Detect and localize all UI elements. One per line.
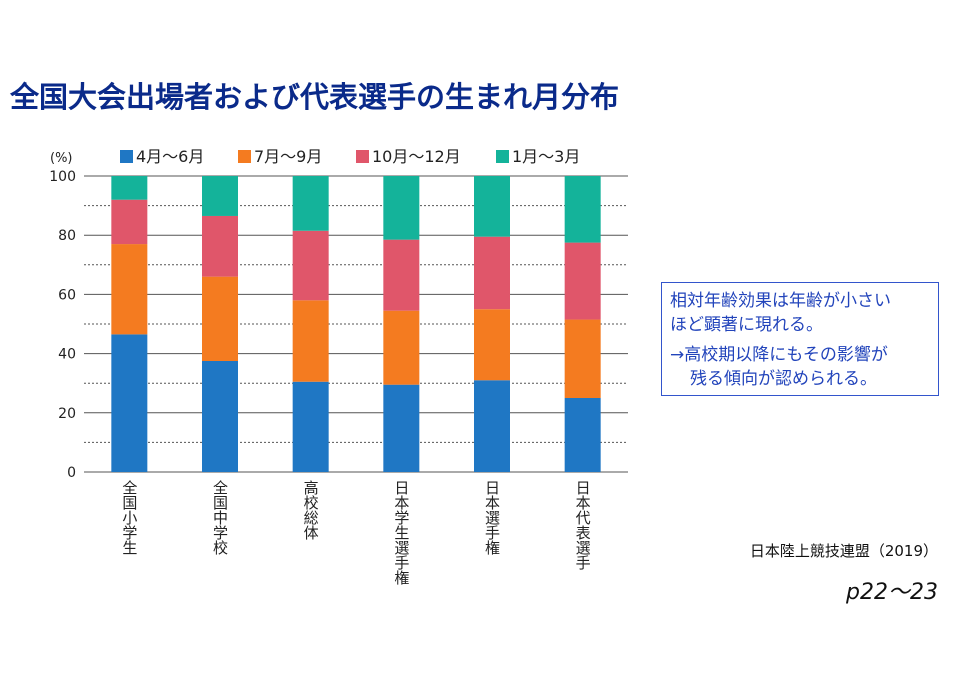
x-category-label: 日本選手権	[483, 480, 501, 555]
legend-swatch	[496, 150, 509, 163]
page-title: 全国大会出場者および代表選手の生まれ月分布	[10, 80, 620, 114]
bar-segment	[383, 384, 420, 472]
y-unit-label: (%)	[50, 151, 73, 166]
bar-segment	[564, 176, 601, 243]
page-reference: p22～23	[846, 580, 938, 605]
stacked-bar-chart: 0 20 40 60 80 100 (%) 4月～6月 7月～9月 10月～12月 1月～3月全国小…	[49, 147, 628, 585]
bar-segment	[111, 334, 148, 472]
legend-swatch	[356, 150, 369, 163]
x-category-label: 全国中学校	[211, 479, 229, 555]
note-line: 残る傾向が認められる。	[690, 369, 877, 389]
legend-label: 1月～3月	[512, 147, 580, 166]
bar-segment	[383, 310, 420, 385]
x-category-label: 高校総体	[302, 480, 320, 540]
y-tick-label: 20	[58, 406, 76, 422]
bar-segment	[202, 215, 238, 277]
bar-segment	[564, 242, 601, 320]
x-category-label: 全国小学生	[120, 479, 138, 555]
legend-label: 7月～9月	[254, 147, 322, 166]
note-line: →高校期以降にもその影響が	[670, 345, 888, 365]
note-line: ほど顕著に現れる。	[670, 315, 823, 335]
bar-segment	[383, 176, 420, 240]
bar-segment	[474, 236, 510, 310]
legend-label: 4月～6月	[136, 147, 204, 166]
bar-segment	[474, 309, 510, 381]
legend-swatch	[120, 150, 133, 163]
bar-segment	[202, 176, 238, 216]
source-citation: 日本陸上競技連盟（2019）	[749, 542, 938, 560]
legend-label: 10月～12月	[372, 147, 461, 166]
bar-segment	[111, 199, 148, 245]
y-tick-label: 80	[58, 228, 76, 244]
x-category-label: 日本学生選手権	[392, 480, 410, 585]
bar-segment	[202, 361, 238, 472]
bar-segment	[111, 244, 148, 335]
bar-segment	[292, 176, 329, 231]
bar-segment	[292, 230, 329, 301]
y-tick-label: 100	[49, 169, 76, 185]
bar-segment	[474, 380, 510, 472]
bar-segment	[292, 300, 329, 382]
y-tick-label: 0	[67, 465, 76, 481]
bar-segment	[111, 176, 148, 200]
bar-segment	[202, 276, 238, 361]
legend-swatch	[238, 150, 251, 163]
x-category-label: 日本代表選手	[574, 480, 592, 571]
bar-segment	[564, 319, 601, 398]
annotation-box: 相対年齢効果は年齢が小さい ほど顕著に現れる。 →高校期以降にもその影響が 残る…	[661, 282, 939, 396]
bar-segment	[564, 398, 601, 472]
y-tick-label: 40	[58, 347, 76, 363]
bar-segment	[474, 176, 510, 237]
bar-segment	[292, 381, 329, 472]
y-tick-label: 60	[58, 287, 76, 303]
bar-segment	[383, 239, 420, 311]
note-line: 相対年齢効果は年齢が小さい	[670, 291, 891, 311]
